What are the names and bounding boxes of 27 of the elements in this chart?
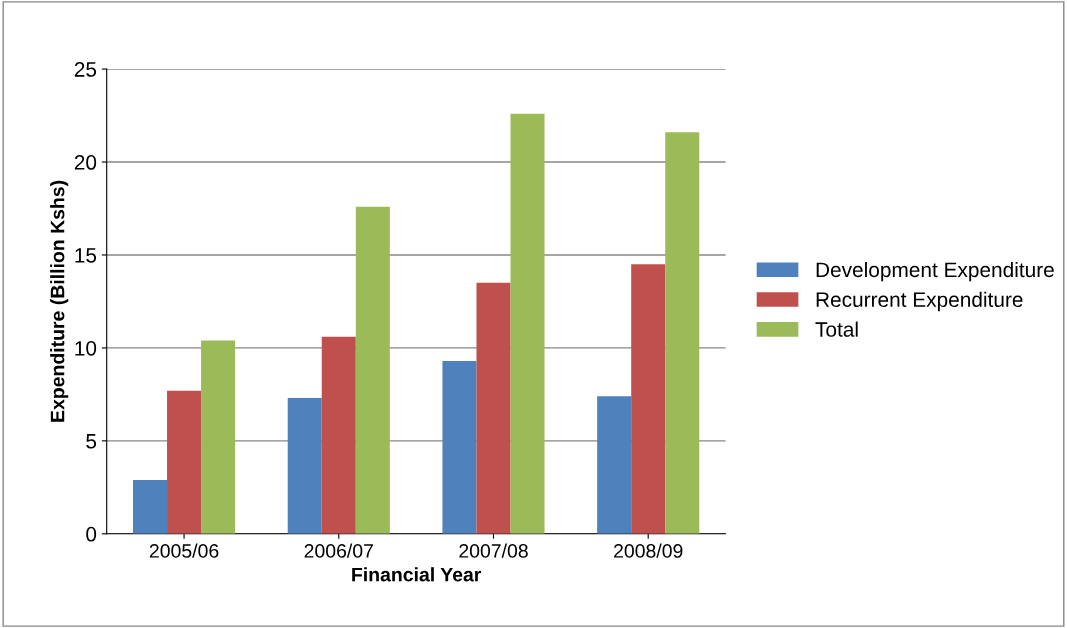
y-tick-label: 10 bbox=[75, 340, 97, 356]
bar bbox=[665, 132, 700, 534]
bar bbox=[133, 479, 168, 534]
legend-label: Recurrent Expenditure bbox=[816, 291, 1023, 312]
bar bbox=[167, 390, 202, 534]
bar bbox=[287, 398, 322, 534]
y-tick-label: 15 bbox=[75, 248, 97, 263]
x-tick-label: 2006/07 bbox=[304, 543, 373, 558]
bar bbox=[597, 396, 632, 534]
bar bbox=[510, 113, 545, 534]
x-tick-label: 2007/08 bbox=[459, 543, 528, 558]
x-axis-title: Financial Year bbox=[352, 567, 482, 582]
bar bbox=[321, 336, 356, 534]
bar bbox=[476, 282, 511, 534]
bar bbox=[355, 206, 390, 534]
bar bbox=[442, 360, 477, 534]
y-tick-label: 5 bbox=[86, 434, 97, 449]
y-axis-title: Expenditure (Billion Kshs) bbox=[50, 180, 69, 422]
x-tick-label: 2005/06 bbox=[149, 543, 219, 558]
y-tick-label: 20 bbox=[74, 155, 97, 170]
legend-label: Development Expenditure bbox=[816, 261, 1054, 282]
legend-label: Total bbox=[815, 321, 858, 337]
bar bbox=[201, 340, 236, 534]
x-tick-label: 2008/09 bbox=[614, 543, 683, 558]
bar bbox=[631, 264, 666, 534]
y-tick-label: 0 bbox=[86, 526, 97, 542]
y-tick-label: 25 bbox=[74, 62, 97, 77]
